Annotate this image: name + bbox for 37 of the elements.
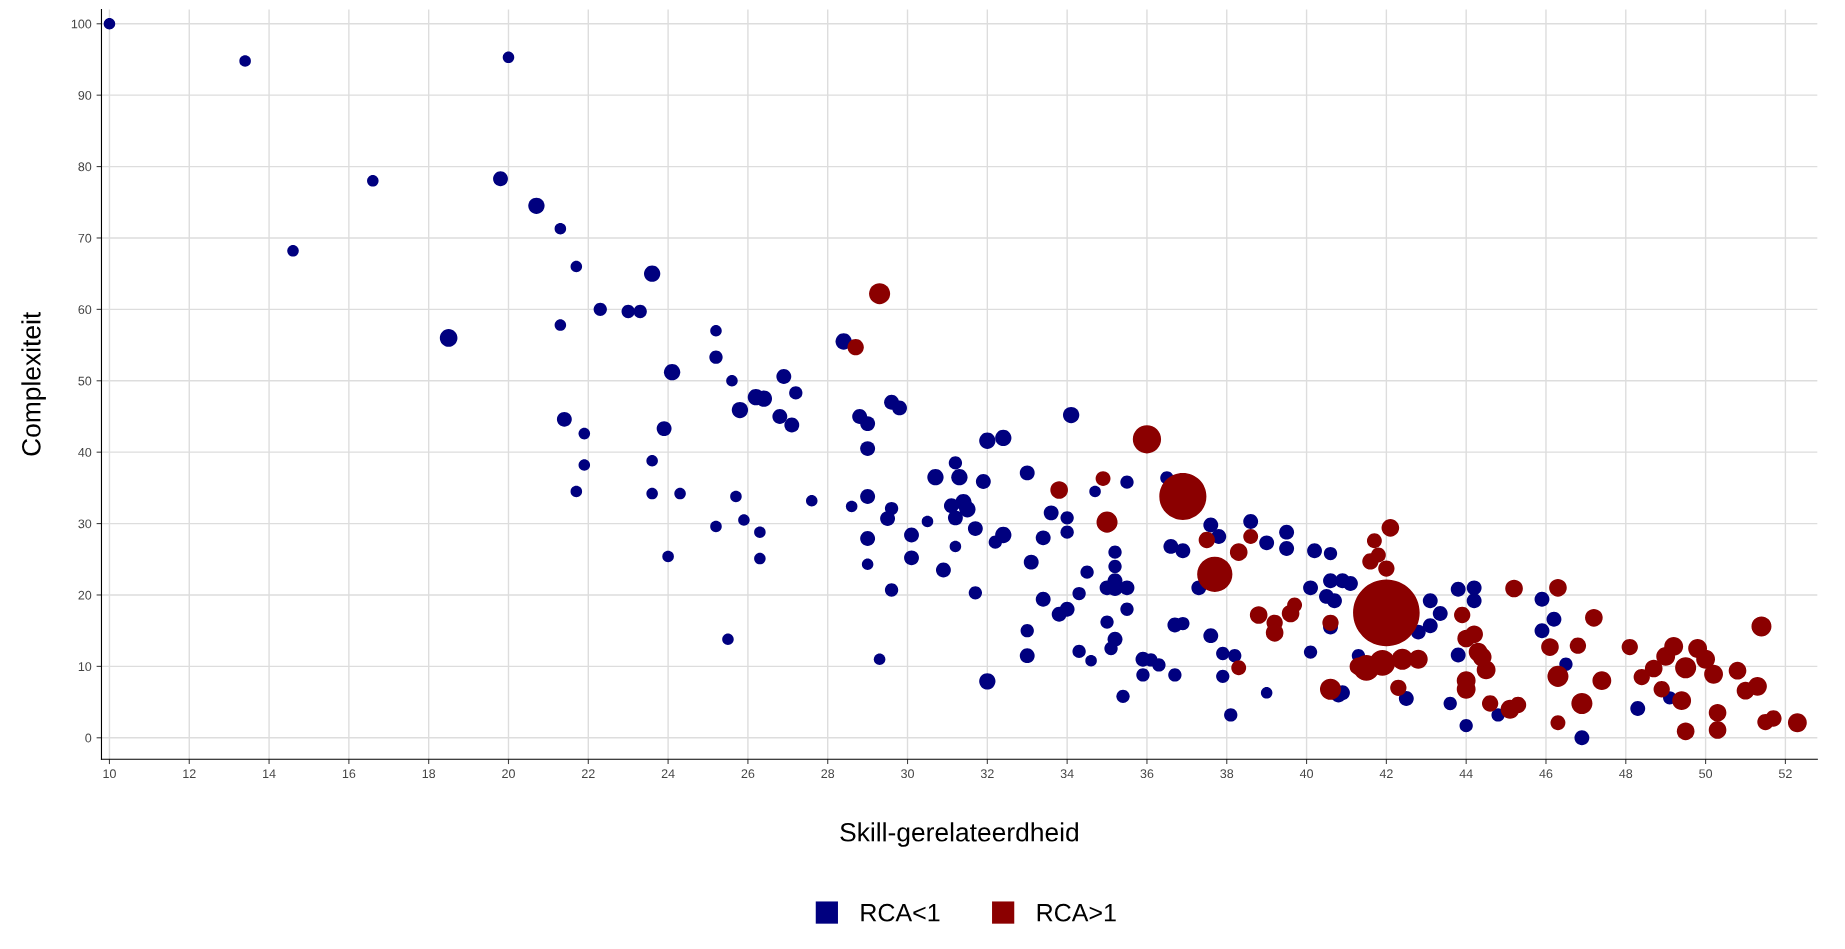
y-tick-label: 10 bbox=[78, 662, 92, 672]
x-tick-label: 42 bbox=[1379, 769, 1393, 778]
x-tick-label: 12 bbox=[183, 769, 196, 778]
x-tick-label: 44 bbox=[1459, 769, 1473, 778]
y-tick-label: 90 bbox=[78, 90, 92, 100]
x-tick-label: 28 bbox=[821, 769, 835, 779]
x-tick-label: 40 bbox=[1299, 769, 1314, 779]
x-tick-label: 32 bbox=[980, 769, 994, 779]
x-tick-label: 52 bbox=[1778, 769, 1792, 779]
x-tick-label: 22 bbox=[581, 769, 595, 778]
y-tick-label: 100 bbox=[71, 19, 92, 29]
x-tick-label: 14 bbox=[263, 769, 276, 778]
y-tick-label: 0 bbox=[85, 733, 92, 743]
y-tick-label: 60 bbox=[78, 305, 92, 315]
y-tick-label: 70 bbox=[78, 233, 92, 243]
x-axis-title: Skill-gerelateerdheid bbox=[840, 822, 1078, 847]
x-tick-label: 46 bbox=[1539, 769, 1553, 779]
x-tick-label: 18 bbox=[422, 769, 436, 779]
y-tick-label: 30 bbox=[78, 519, 92, 529]
x-tick-label: 30 bbox=[901, 769, 914, 779]
y-tick-label: 20 bbox=[78, 590, 92, 600]
x-tick-label: 34 bbox=[1060, 769, 1074, 779]
x-tick-label: 38 bbox=[1220, 769, 1234, 779]
y-tick-label: 80 bbox=[78, 162, 92, 172]
y-tick-label: 40 bbox=[78, 447, 92, 457]
x-tick-label: 10 bbox=[103, 769, 116, 779]
x-tick-label: 20 bbox=[502, 769, 515, 779]
legend-label: RCA>1 bbox=[1037, 903, 1116, 922]
x-tick-label: 48 bbox=[1619, 769, 1633, 779]
x-tick-label: 50 bbox=[1699, 769, 1713, 779]
legend-label: RCA<1 bbox=[861, 903, 940, 922]
y-tick-label: 50 bbox=[78, 376, 92, 386]
x-tick-label: 24 bbox=[661, 769, 675, 778]
x-tick-label: 36 bbox=[1140, 769, 1154, 779]
y-axis-title: Complexiteit bbox=[21, 311, 46, 456]
x-tick-label: 16 bbox=[342, 769, 356, 779]
x-tick-label: 26 bbox=[741, 769, 755, 779]
